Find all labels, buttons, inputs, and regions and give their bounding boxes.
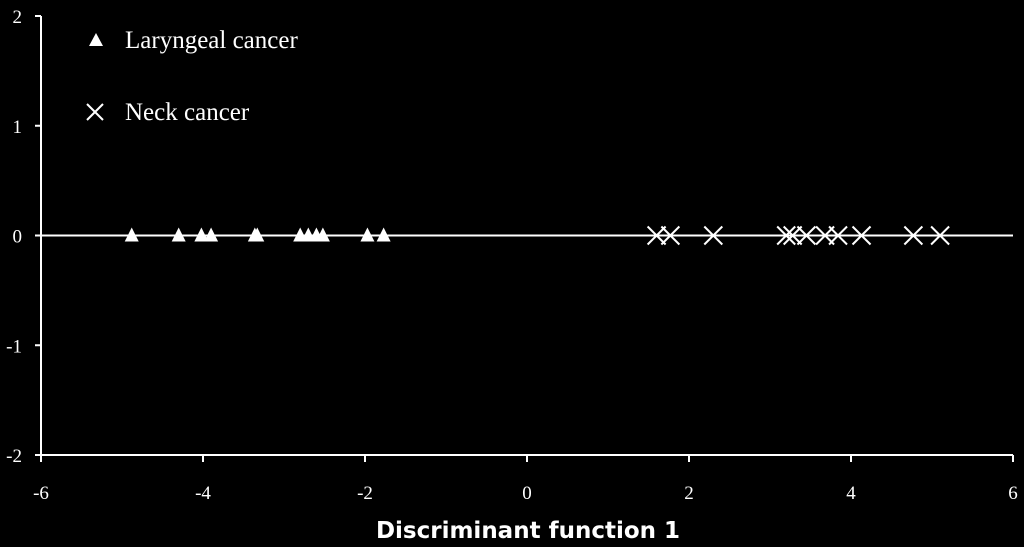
neck-point [851,225,872,246]
x-tick-label: 2 [684,483,694,504]
x-stroke [703,225,724,246]
x-stroke [930,225,950,246]
legend-label-laryngeal: Laryngeal cancer [125,27,298,54]
neck-point [646,225,667,246]
laryngeal-point [360,227,375,242]
x-tick-label: 6 [1008,483,1018,504]
x-tick-label: -2 [357,483,373,504]
neck-point [930,225,950,246]
x-stroke [782,225,803,246]
laryngeal-point [250,227,265,242]
x-stroke [828,225,848,246]
y-tick-label: 0 [13,227,23,248]
legend-label-neck: Neck cancer [125,99,250,126]
laryngeal-point [376,227,391,242]
laryngeal-point [315,227,330,242]
neck-point [828,225,848,246]
neck-point [782,225,803,246]
legend-triangle-marker [89,33,103,46]
neck-point [776,225,796,246]
x-tick-label: 4 [846,483,856,504]
x-tick-label: -4 [195,483,211,504]
y-tick-label: 1 [13,117,23,138]
legend-item-neck: Neck cancer [86,99,250,126]
neck-point [796,225,817,246]
y-tick-label: -2 [6,446,22,467]
x-tick-label: -6 [33,483,49,504]
neck-point [703,225,724,246]
x-stroke [660,225,681,246]
laryngeal-point [204,227,219,242]
x-axis-title: Discriminant function 1 [376,518,680,544]
x-stroke [776,225,796,246]
x-stroke [646,225,667,246]
neck-point [903,225,924,246]
x-tick-label: 0 [522,483,532,504]
y-tick-label: -1 [6,336,22,357]
laryngeal-point [124,227,139,242]
neck-point [660,225,681,246]
data-points [124,225,950,246]
axes: 2 1 0 -1 -2 -6 -4 -2 0 2 4 6 [6,7,1018,504]
laryngeal-point [194,227,209,242]
y-tick-label: 2 [13,7,23,28]
legend: Laryngeal cancer Neck cancer [86,27,298,126]
legend-x-marker [86,103,104,121]
x-stroke [851,225,872,246]
x-stroke [903,225,924,246]
x-stroke [796,225,817,246]
laryngeal-point [171,227,186,242]
legend-item-laryngeal: Laryngeal cancer [89,27,298,54]
